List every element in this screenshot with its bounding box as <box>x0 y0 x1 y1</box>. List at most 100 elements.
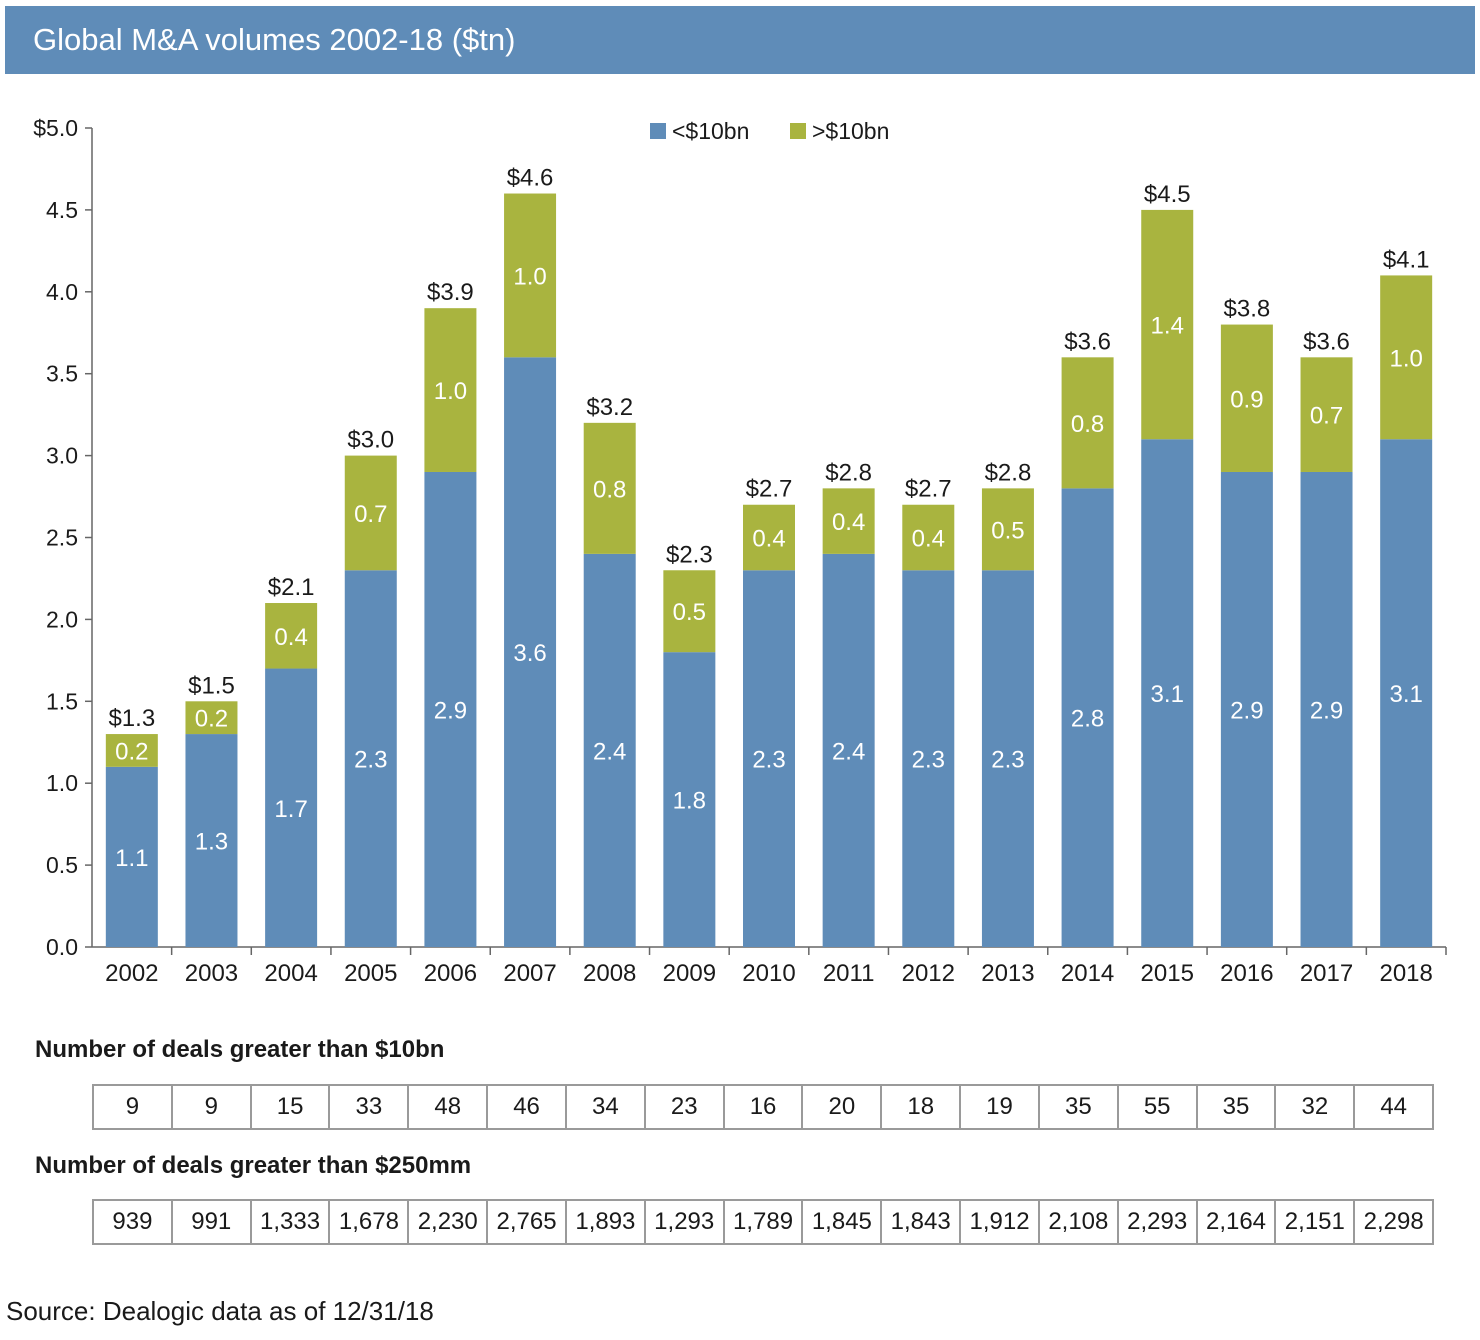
bar-total-label: $3.0 <box>347 427 394 454</box>
x-tick-label: 2011 <box>823 960 875 987</box>
deals-250mm-cell: 939 <box>92 1201 171 1243</box>
segment-value-label: 2.4 <box>593 738 626 765</box>
segment-value-label: 2.9 <box>1230 697 1263 724</box>
bar-segment <box>902 504 955 571</box>
source-note: Source: Dealogic data as of 12/31/18 <box>6 1296 434 1326</box>
deals-10bn-cell: 35 <box>1195 1086 1275 1128</box>
deals-250mm-title: Number of deals greater than $250mm <box>35 1152 472 1179</box>
segment-value-label: 1.0 <box>1389 345 1422 372</box>
y-tick-label: 0.0 <box>46 934 78 960</box>
x-tick-label: 2010 <box>742 960 795 987</box>
deals-10bn-cell: 15 <box>249 1086 329 1128</box>
x-tick-label: 2009 <box>663 960 716 987</box>
deals-250mm-cell: 2,230 <box>407 1201 486 1243</box>
bar-total-label: $2.1 <box>268 574 315 601</box>
bar-total-label: $2.7 <box>746 476 793 503</box>
bar-total-label: $3.6 <box>1064 328 1111 355</box>
segment-value-label: 1.4 <box>1151 313 1184 340</box>
bar-total-label: $1.5 <box>188 672 235 699</box>
segment-value-label: 0.8 <box>1071 411 1104 438</box>
y-tick-label: 1.5 <box>46 688 78 714</box>
x-tick-label: 2003 <box>185 960 238 987</box>
bar-segment <box>344 570 397 947</box>
bar-total-label: $4.1 <box>1383 246 1430 273</box>
bar-segment <box>185 701 238 735</box>
segment-value-label: 2.8 <box>1071 706 1104 733</box>
deals-10bn-cell: 23 <box>643 1086 723 1128</box>
deals-250mm-cell: 1,845 <box>801 1201 880 1243</box>
deals-10bn-cell: 9 <box>170 1086 250 1128</box>
legend-label: >$10bn <box>812 118 889 144</box>
segment-value-label: 0.4 <box>752 526 785 553</box>
deals-250mm-row: 939 991 1,333 1,678 2,230 2,765 1,893 1,293 1,78… <box>92 1199 1435 1245</box>
x-tick-label: 2004 <box>264 960 317 987</box>
bar-segment <box>583 553 636 947</box>
y-tick-label: 4.5 <box>46 197 78 223</box>
bar-segment <box>424 308 477 472</box>
segment-value-label: 0.4 <box>912 526 945 553</box>
segment-value-label: 0.9 <box>1230 386 1263 413</box>
deals-10bn-row: 9 9 15 33 48 46 34 23 16 20 18 19 35 55 35 32 44 <box>92 1084 1435 1130</box>
bar-segment <box>583 422 636 554</box>
segment-value-label: 0.4 <box>274 624 307 651</box>
bar-segment <box>1380 439 1433 947</box>
stacked-bar-chart: 0.0 0.5 1.0 1.5 2.0 2.5 3.0 3.5 4.0 4.5 $5.0 1.1 0.2… <box>33 115 1447 987</box>
bar-total-label: $2.7 <box>905 476 952 503</box>
deals-10bn-cell: 19 <box>959 1086 1038 1128</box>
x-tick-label: 2007 <box>503 960 556 987</box>
bar-segment <box>822 553 875 947</box>
x-tick-label: 2013 <box>981 960 1034 987</box>
bar-segment <box>1300 357 1353 472</box>
bar-total-label: $4.6 <box>507 165 554 192</box>
segment-value-label: 0.2 <box>115 738 148 765</box>
bar-total-label: $3.6 <box>1303 328 1350 355</box>
segment-value-label: 1.8 <box>673 788 706 815</box>
segment-value-label: 2.4 <box>832 738 865 765</box>
segment-value-label: 2.3 <box>912 747 945 774</box>
segment-value-label: 2.3 <box>991 747 1024 774</box>
deals-250mm-cell: 2,298 <box>1353 1201 1435 1243</box>
bar-segment <box>1380 275 1433 440</box>
legend-swatch <box>790 123 806 139</box>
bar-total-label: $1.3 <box>108 705 155 732</box>
deals-10bn-cell: 18 <box>880 1086 959 1128</box>
deals-250mm-cell: 1,789 <box>722 1201 802 1243</box>
y-tick-label: 2.5 <box>46 525 78 551</box>
deals-10bn-cell: 44 <box>1353 1086 1435 1128</box>
y-tick-label: 3.5 <box>46 361 78 387</box>
bar-total-label: $3.8 <box>1224 296 1271 323</box>
segment-value-label: 0.2 <box>195 706 228 733</box>
y-tick-label: 3.0 <box>46 443 78 469</box>
segment-value-label: 0.8 <box>593 476 626 503</box>
segment-value-label: 0.7 <box>1310 403 1343 430</box>
bar-segment <box>663 652 716 947</box>
deals-250mm-cell: 1,333 <box>249 1201 329 1243</box>
bar-segment <box>743 504 795 571</box>
bar-total-label: $2.3 <box>666 541 713 568</box>
bar-segment <box>105 734 158 767</box>
bar-total-label: $3.2 <box>586 394 633 421</box>
bar-segment <box>1141 439 1194 947</box>
bar-segment <box>504 193 557 358</box>
segment-value-label: 0.5 <box>673 599 706 626</box>
x-tick-label: 2017 <box>1300 960 1353 987</box>
y-tick-label: $5.0 <box>33 115 78 141</box>
bar-segment <box>822 488 875 554</box>
deals-250mm-cell: 1,293 <box>643 1201 723 1243</box>
x-tick-label: 2014 <box>1061 960 1114 987</box>
deals-250mm-cell: 991 <box>170 1201 250 1243</box>
deals-250mm-cell: 2,164 <box>1195 1201 1275 1243</box>
deals-10bn-cell: 34 <box>564 1086 644 1128</box>
bar-segment <box>663 570 716 653</box>
bar-segment <box>424 471 477 947</box>
deals-250mm-cell: 1,843 <box>880 1201 959 1243</box>
x-tick-label: 2015 <box>1141 960 1194 987</box>
y-tick-label: 4.0 <box>46 279 78 305</box>
deals-10bn-cell: 48 <box>407 1086 486 1128</box>
bar-segment <box>902 570 955 947</box>
deals-250mm-cell: 2,151 <box>1274 1201 1353 1243</box>
chart-title: Global M&A volumes 2002-18 ($tn) <box>5 6 1475 74</box>
segment-value-label: 2.3 <box>752 747 785 774</box>
segment-value-label: 3.1 <box>1151 681 1184 708</box>
segment-value-label: 1.7 <box>274 796 307 823</box>
